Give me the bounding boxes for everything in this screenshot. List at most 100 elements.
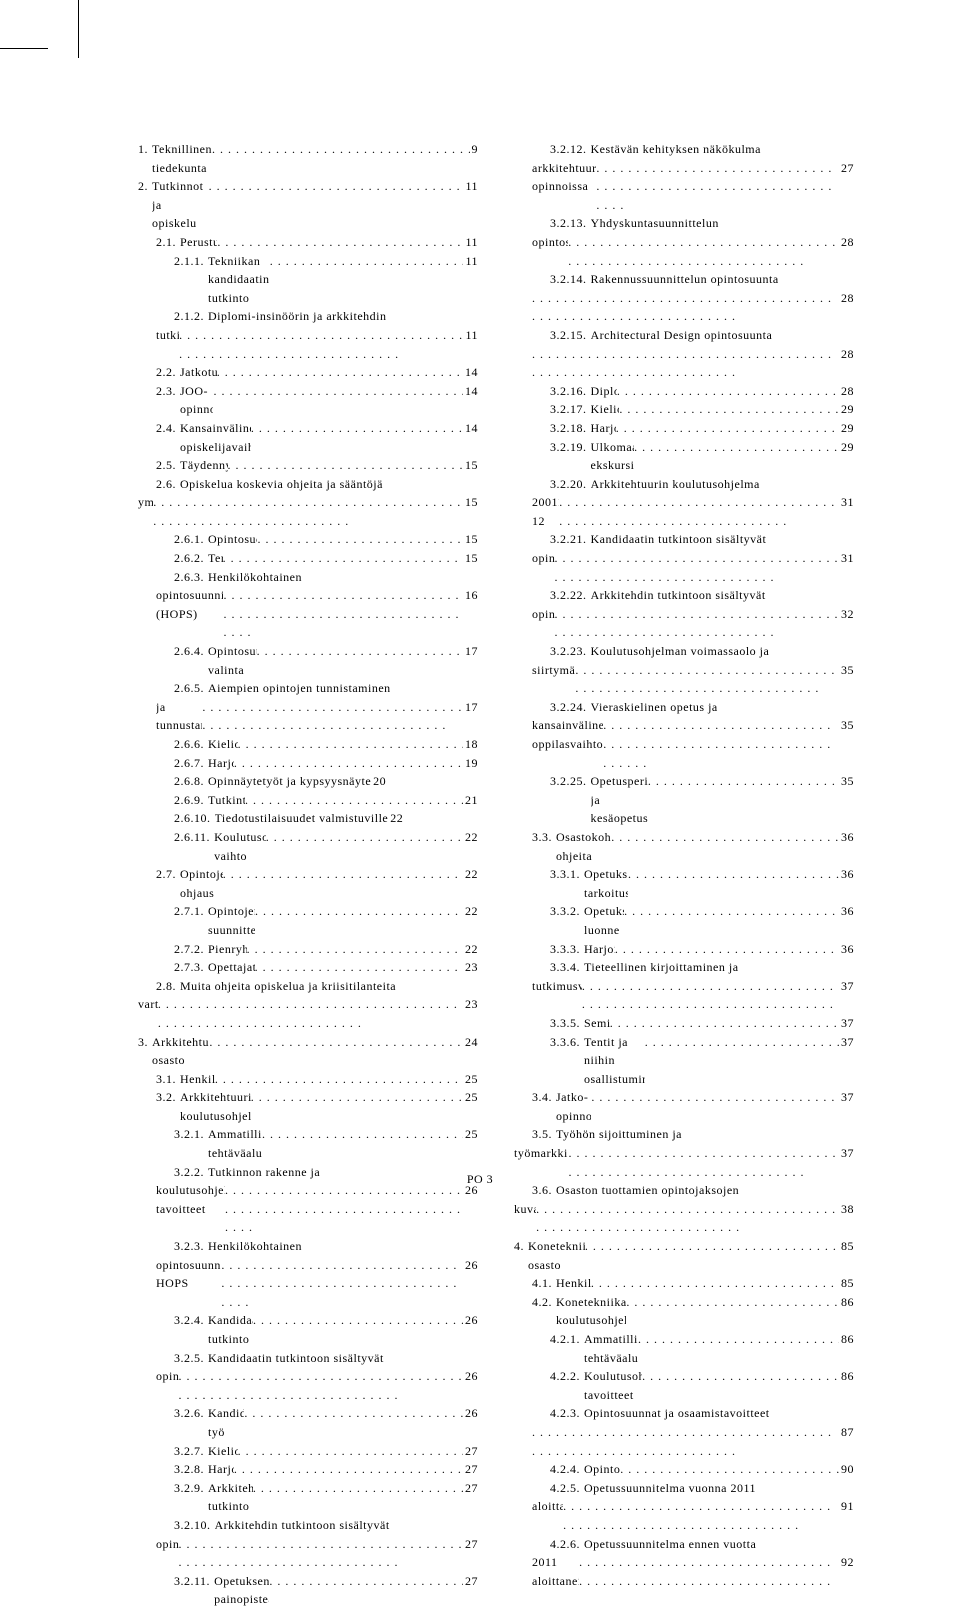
toc-number: 3.2.15.	[550, 326, 591, 345]
toc-label: Kandidaatin tutkintoon sisältyvät	[208, 1349, 384, 1368]
toc-number: 4.1.	[532, 1274, 556, 1293]
toc-leader: . . . . . . . . . . . . . . . . . . . . …	[582, 977, 839, 1014]
toc-number: 2.6.8.	[174, 772, 208, 791]
toc-label: Kestävän kehityksen näkökulma	[591, 140, 761, 159]
toc-leader: . . . . . . . . . . . . . . . . . . . . …	[603, 716, 839, 772]
toc-entry: 2.2.Jatkotutkinnot. . . . . . . . . . . …	[138, 363, 478, 382]
toc-label: Kansainvälinen opiskelijavaihto	[180, 419, 251, 456]
toc-entry: 3.2.18.Harjoittelu. . . . . . . . . . . …	[514, 419, 854, 438]
toc-page: 24	[463, 1033, 478, 1052]
toc-label: Tutkinnot ja opiskelu	[152, 177, 209, 233]
toc-entry: 4.1.Henkilökunta. . . . . . . . . . . . …	[514, 1274, 854, 1293]
toc-leader: . . . . . . . . . . . . . . . . . . . . …	[179, 1535, 464, 1572]
toc-leader: . . . . . . . . . . . . . . . . . . . . …	[536, 1200, 839, 1237]
toc-page: 29	[839, 438, 854, 457]
toc-label: Jatko-opinnot	[556, 1088, 591, 1125]
toc-number: 2.8.	[156, 977, 180, 996]
toc-entry: 2.6.9.Tutkintotodistus. . . . . . . . . …	[138, 791, 478, 810]
toc-continuation: opintosuunnitelma, HOPS. . . . . . . . .…	[138, 1256, 478, 1312]
toc-label: Konetekniikan koulutusohjelma	[556, 1293, 626, 1330]
toc-label: yms.	[138, 493, 153, 512]
toc-label: tutkimusvalmiudet	[532, 977, 582, 996]
toc-label: Opetussuunnitelma ennen vuotta	[584, 1535, 756, 1554]
toc-number: 3.3.4.	[550, 958, 584, 977]
toc-label: varten	[138, 995, 158, 1014]
toc-label: opintosuunnitelma (HOPS)	[156, 586, 223, 623]
toc-number: 3.5.	[532, 1125, 556, 1144]
toc-entry: 4.2.Konetekniikan koulutusohjelma. . . .…	[514, 1293, 854, 1330]
toc-entry: 4.2.3.Opintosuunnat ja osaamistavoitteet	[514, 1404, 854, 1423]
toc-number: 4.2.2.	[550, 1367, 584, 1386]
toc-number: 3.1.	[156, 1070, 180, 1089]
toc-entry: 3.2.14.Rakennussuunnittelun opintosuunta	[514, 270, 854, 289]
toc-number: 2.7.3.	[174, 958, 208, 977]
toc-label: Arkkitehdin tutkintoon sisältyvät	[591, 586, 766, 605]
toc-leader: . . . . . . . . . . . . . . . . . . . . …	[179, 326, 463, 363]
toc-number: 2.6.10.	[174, 809, 215, 828]
toc-continuation: . . . . . . . . . . . . . . . . . . . . …	[514, 1423, 854, 1460]
toc-number: 3.2.17.	[550, 400, 591, 419]
toc-number: 3.4.	[532, 1088, 556, 1107]
toc-entry: 3.2.6.Kandidaatin työ. . . . . . . . . .…	[138, 1404, 478, 1441]
toc-number: 3.2.18.	[550, 419, 591, 438]
toc-label: Arkkitehtuurin osasto	[152, 1033, 209, 1070]
toc-entry: 3.2.13.Yhdyskuntasuunnittelun	[514, 214, 854, 233]
toc-leader: . . . . . . . . . . . . . . . . . . . . …	[223, 586, 463, 642]
toc-continuation: tutkimusvalmiudet. . . . . . . . . . . .…	[514, 977, 854, 1014]
toc-continuation: 2011 aloittaneille. . . . . . . . . . . …	[514, 1553, 854, 1590]
toc-label: Opettajatutortoiminta	[208, 958, 255, 977]
toc-leader: . . . . . . . . . . . . . . . . . . . . …	[611, 828, 839, 847]
toc-entry: 2.6.5.Aiempien opintojen tunnistaminen	[138, 679, 478, 698]
toc-continuation: koulutusohjelman tavoitteet. . . . . . .…	[138, 1181, 478, 1237]
toc-page: 85	[839, 1274, 854, 1293]
toc-entry: 2.6.11.Koulutusohjelman vaihto. . . . . …	[138, 828, 478, 865]
toc-number: 3.2.6.	[174, 1404, 208, 1423]
toc-leader: . . . . . . . . . . . . . . . . . . . . …	[596, 159, 839, 215]
toc-page: 21	[463, 791, 478, 810]
toc-page: 9	[470, 140, 479, 159]
toc-leader: . . . . . . . . . . . . . . . . . . . . …	[266, 828, 463, 847]
toc-continuation: opinnot. . . . . . . . . . . . . . . . .…	[138, 1535, 478, 1572]
toc-page: 31	[839, 493, 854, 512]
toc-entry: 3.2.21.Kandidaatin tutkintoon sisältyvät	[514, 530, 854, 549]
toc-entry: 4.Konetekniikan osasto. . . . . . . . . …	[514, 1237, 854, 1274]
toc-label: Tentit	[208, 549, 223, 568]
toc-leader: . . . . . . . . . . . . . . . . . . . . …	[179, 1367, 464, 1404]
toc-page: 26	[463, 1311, 478, 1330]
toc-label: aloittaville	[532, 1497, 563, 1516]
toc-leader: . . . . . . . . . . . . . . . . . . . . …	[532, 345, 839, 382]
toc-number: 2.6.	[156, 475, 180, 494]
toc-entry: 3.2.25.Opetusperiodit ja kesäopetus. . .…	[514, 772, 854, 828]
toc-label: Kandidaatin työ	[208, 1404, 244, 1441]
toc-page: 15	[463, 530, 478, 549]
toc-label: Kieliopinnot	[591, 400, 620, 419]
toc-page: 17	[463, 698, 478, 717]
toc-entry: 3.2.12.Kestävän kehityksen näkökulma	[514, 140, 854, 159]
toc-page: 35	[839, 716, 854, 735]
toc-label: arkkitehtuurin opinnoissa	[532, 159, 596, 196]
toc-label: Arkkitehdin tutkinto	[208, 1479, 253, 1516]
toc-leader: . . . . . . . . . . . . . . . . . . . . …	[213, 382, 463, 401]
toc-page: 37	[839, 1144, 854, 1163]
toc-number: 2.3.	[156, 382, 180, 401]
toc-entry: 3.3.5.Seminaarit. . . . . . . . . . . . …	[514, 1014, 854, 1033]
toc-entry: 3.2.23.Koulutusohjelman voimassaolo ja	[514, 642, 854, 661]
toc-leader: . . . . . . . . . . . . . . . . . . . . …	[628, 865, 839, 884]
toc-label: Tentit ja niihin osallistuminen	[584, 1033, 645, 1089]
toc-leader: . . . . . . . . . . . . . . . . . . . . …	[212, 140, 469, 159]
toc-leader: . . . . . . . . . . . . . . . . . . . . …	[158, 995, 463, 1032]
toc-page: 36	[839, 902, 854, 921]
toc-entry: 3.2.Arkkitehtuurin koulutusohjelma. . . …	[138, 1088, 478, 1125]
toc-entry: 2.6.2.Tentit. . . . . . . . . . . . . . …	[138, 549, 478, 568]
toc-label: Harjoittelu	[208, 754, 234, 773]
toc-number: 3.2.14.	[550, 270, 591, 289]
toc-entry: 3.2.7.Kieliopinnot. . . . . . . . . . . …	[138, 1442, 478, 1461]
toc-label: siirtymäsäännöt	[532, 661, 575, 680]
toc-number: 3.2.5.	[174, 1349, 208, 1368]
toc-number: 2.	[138, 177, 152, 196]
toc-number: 3.2.4.	[174, 1311, 208, 1330]
toc-label: Arkkitehtuurin koulutusohjelma	[180, 1088, 251, 1125]
toc-page: 36	[839, 828, 854, 847]
toc-label: Opetussuunnitelma vuonna 2011	[584, 1479, 756, 1498]
toc-label: Harjoittelu	[591, 419, 616, 438]
